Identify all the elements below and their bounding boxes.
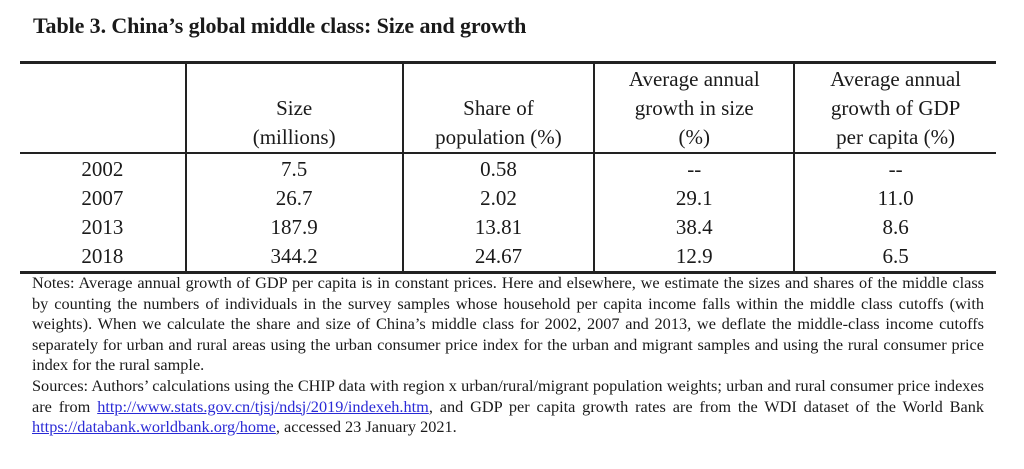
- sources-paragraph: Sources: Authors’ calculations using the…: [32, 376, 984, 438]
- header-share: Share of population (%): [401, 61, 595, 154]
- cell-year: 2018: [20, 241, 186, 274]
- cell-size: 187.9: [184, 212, 403, 242]
- notes-paragraph: Notes: Average annual growth of GDP per …: [32, 273, 984, 375]
- header-growth-gdp: Average annual growth of GDP per capita …: [793, 61, 996, 154]
- cell-year: 2002: [81, 156, 124, 181]
- cell-year: 2007: [81, 185, 124, 210]
- header-growth-gdp-line: Average annual: [830, 66, 961, 91]
- cell-size: 26.7: [184, 183, 403, 213]
- worldbank-link[interactable]: https://databank.worldbank.org/home: [32, 417, 276, 437]
- header-size-line: (millions): [252, 124, 336, 149]
- sources-text: , accessed 23 January 2021.: [275, 417, 457, 437]
- cell-growth-size: --: [593, 152, 795, 184]
- cell-size: 344.2: [184, 241, 403, 274]
- header-growth-gdp-line: growth of GDP: [830, 95, 961, 120]
- header-size-line: Size: [276, 95, 313, 120]
- cell-size: 7.5: [184, 152, 403, 184]
- table-row: 2002 7.5 0.58 -- --: [20, 152, 996, 184]
- cell-growth-gdp: 11.0: [793, 183, 996, 213]
- cell-share: 2.02: [401, 183, 595, 213]
- cell-share: 24.67: [401, 241, 595, 274]
- header-share-line: Share of: [463, 95, 534, 120]
- header-growth-size-line: (%): [678, 124, 711, 149]
- table-row: 2018 344.2 24.67 12.9 6.5: [20, 241, 996, 274]
- cell-growth-gdp: 6.5: [793, 241, 996, 274]
- header-growth-size-line: Average annual: [628, 66, 760, 91]
- cell-growth-size: 12.9: [593, 241, 795, 274]
- table-header-row: Size (millions) Share of population (%) …: [20, 61, 996, 154]
- header-size: Size (millions): [184, 61, 403, 154]
- header-year: [20, 61, 186, 154]
- cell-growth-gdp: --: [793, 152, 996, 184]
- cell-share: 0.58: [401, 152, 595, 184]
- header-growth-gdp-line: per capita (%): [836, 124, 956, 149]
- sources-text: , and GDP per capita growth rates are fr…: [428, 396, 985, 416]
- table-title: Table 3. China’s global middle class: Si…: [33, 13, 527, 38]
- header-growth-size-line: growth in size: [634, 95, 754, 120]
- table-row: 2007 26.7 2.02 29.1 11.0: [20, 183, 996, 213]
- cell-growth-gdp: 8.6: [793, 212, 996, 242]
- middle-class-table: Size (millions) Share of population (%) …: [20, 61, 996, 274]
- table-notes: Notes: Average annual growth of GDP per …: [32, 273, 984, 438]
- stats-gov-link[interactable]: http://www.stats.gov.cn/tjsj/ndsj/2019/i…: [97, 396, 429, 416]
- table-row: 2013 187.9 13.81 38.4 8.6: [20, 212, 996, 242]
- cell-growth-size: 38.4: [593, 212, 795, 242]
- header-growth-size: Average annual growth in size (%): [593, 61, 795, 154]
- header-share-line: population (%): [435, 124, 562, 149]
- sources-text: Sources: Authors’ calculations using the…: [32, 375, 984, 416]
- cell-share: 13.81: [401, 212, 595, 242]
- cell-growth-size: 29.1: [593, 183, 795, 213]
- cell-year: 2013: [81, 214, 124, 239]
